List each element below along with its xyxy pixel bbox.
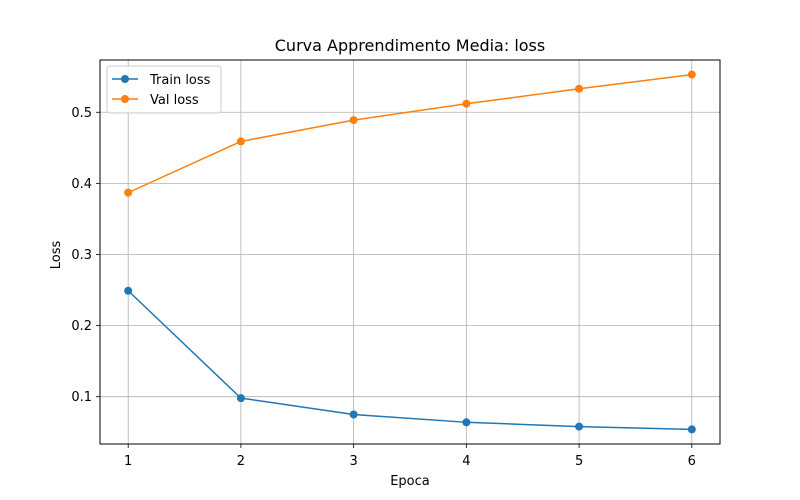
x-tick-label: 5	[575, 454, 583, 469]
legend-marker-train	[121, 75, 129, 83]
data-point-train-loss	[124, 286, 133, 295]
legend-label-val: Val loss	[150, 93, 199, 108]
legend-box	[106, 65, 222, 114]
data-point-val-loss	[124, 188, 133, 197]
data-point-val-loss	[687, 70, 696, 79]
legend-label-train: Train loss	[149, 73, 211, 88]
x-tick-label: 2	[237, 454, 245, 469]
legend-marker-val	[121, 95, 129, 103]
data-point-train-loss	[236, 394, 245, 403]
x-tick-label: 1	[124, 454, 132, 469]
data-point-train-loss	[462, 418, 471, 427]
series-line-val-loss	[127, 73, 692, 194]
y-axis-label: Loss	[49, 241, 64, 270]
x-axis-label: Epoca	[390, 474, 430, 489]
y-tick-label: 0.3	[71, 248, 92, 263]
legend: Train loss Val loss	[106, 65, 222, 114]
axis-ticks: 1 2 3 4 5 6 0.1 0.2 0.3 0.4 0.5	[71, 106, 696, 469]
y-tick-label: 0.5	[71, 106, 92, 121]
data-point-train-loss	[575, 422, 584, 431]
data-point-val-loss	[236, 137, 245, 146]
y-tick-label: 0.1	[71, 390, 92, 405]
data-point-val-loss	[575, 84, 584, 93]
data-point-val-loss	[349, 116, 358, 125]
series-line-train-loss	[127, 290, 692, 431]
data-point-val-loss	[462, 99, 471, 108]
series-layer	[124, 70, 696, 434]
chart-title: Curva Apprendimento Media: loss	[275, 36, 545, 55]
data-point-train-loss	[349, 410, 358, 419]
x-tick-label: 3	[349, 454, 357, 469]
plot-area-frame	[99, 59, 721, 445]
data-point-train-loss	[687, 425, 696, 434]
y-tick-label: 0.2	[71, 319, 92, 334]
y-tick-label: 0.4	[71, 177, 92, 192]
x-tick-label: 4	[462, 454, 470, 469]
x-tick-label: 6	[688, 454, 696, 469]
